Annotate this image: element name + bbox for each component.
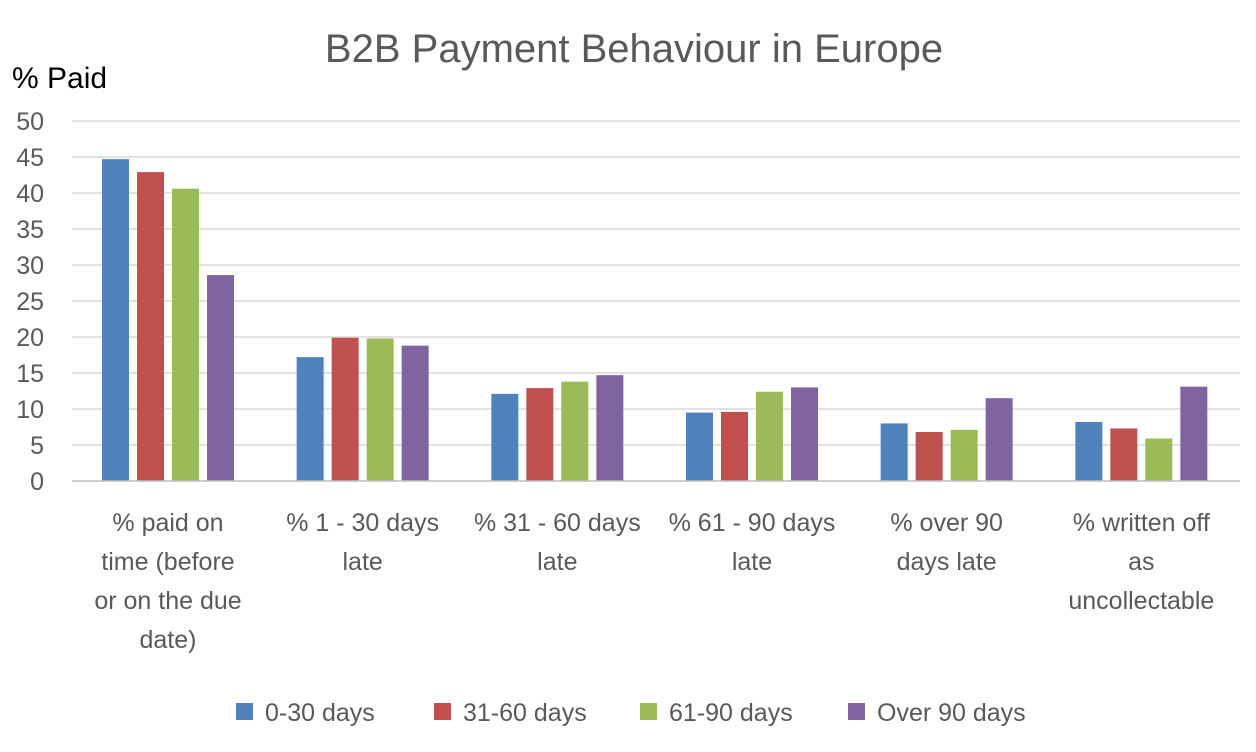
bar-6-0-30-days bbox=[1075, 421, 1103, 481]
bar-3-61-90-days bbox=[561, 381, 589, 481]
bar-6-61-90-days bbox=[1145, 438, 1173, 481]
y-tick-label-45: 45 bbox=[16, 144, 44, 172]
y-tick-label-35: 35 bbox=[16, 216, 44, 244]
bar-4-31-60-days bbox=[721, 411, 748, 481]
legend-swatch-1 bbox=[236, 703, 253, 720]
bar-5-over-90-days bbox=[985, 398, 1013, 481]
bar-3-over-90-days bbox=[596, 375, 624, 481]
bar-2-61-90-days bbox=[366, 338, 394, 481]
y-tick-label-20: 20 bbox=[16, 324, 44, 352]
legend-swatch-4 bbox=[848, 703, 865, 720]
bar-1-over-90-days bbox=[207, 275, 234, 481]
bar-2-0-30-days bbox=[296, 357, 324, 481]
y-tick-labels: 0 5 10 15 20 25 30 35 40 45 50 bbox=[16, 108, 44, 496]
y-tick-label-5: 5 bbox=[30, 432, 44, 460]
bar-4-over-90-days bbox=[791, 387, 818, 481]
category-label-1: % paid on time (before or on the due date) bbox=[94, 509, 241, 654]
legend-label-2: 31-60 days bbox=[463, 699, 587, 727]
category-label-2: % 1 - 30 days late bbox=[286, 509, 439, 576]
bar-5-31-60-days bbox=[915, 432, 943, 481]
legend-swatch-3 bbox=[640, 703, 657, 720]
bar-5-0-30-days bbox=[880, 423, 908, 481]
gridlines bbox=[72, 120, 1240, 446]
legend: 0-30 days 31-60 days 61-90 days Over 90 day… bbox=[236, 699, 1026, 727]
legend-label-1: 0-30 days bbox=[265, 699, 375, 727]
category-label-3: % 31 - 60 days late bbox=[474, 509, 641, 576]
bar-2-over-90-days bbox=[401, 345, 429, 481]
y-tick-label-15: 15 bbox=[16, 360, 44, 388]
bar-2-31-60-days bbox=[331, 337, 359, 481]
bars bbox=[102, 159, 1208, 481]
bar-3-31-60-days bbox=[526, 388, 554, 481]
category-labels: % paid on time (before or on the due date)%… bbox=[94, 509, 1214, 654]
category-label-5: % over 90 days late bbox=[890, 509, 1003, 576]
bar-1-61-90-days bbox=[172, 188, 199, 481]
y-tick-label-50: 50 bbox=[16, 108, 44, 136]
legend-label-3: 61-90 days bbox=[669, 699, 793, 727]
chart-title: B2B Payment Behaviour in Europe bbox=[325, 27, 943, 71]
legend-swatch-2 bbox=[434, 703, 451, 720]
y-tick-label-0: 0 bbox=[30, 468, 44, 496]
y-axis-label: % Paid bbox=[12, 62, 107, 95]
y-tick-label-25: 25 bbox=[16, 288, 44, 316]
bar-3-0-30-days bbox=[491, 393, 519, 481]
y-tick-label-30: 30 bbox=[16, 252, 44, 280]
bar-6-31-60-days bbox=[1110, 428, 1138, 481]
bar-5-61-90-days bbox=[950, 429, 978, 481]
bar-1-0-30-days bbox=[102, 159, 129, 481]
category-label-4: % 61 - 90 days late bbox=[669, 509, 836, 576]
bar-6-over-90-days bbox=[1180, 386, 1208, 481]
bar-1-31-60-days bbox=[137, 172, 164, 481]
bar-4-0-30-days bbox=[686, 412, 713, 481]
legend-label-4: Over 90 days bbox=[877, 699, 1026, 727]
category-label-6: % written off as uncollectable bbox=[1068, 509, 1214, 615]
y-tick-label-40: 40 bbox=[16, 180, 44, 208]
y-tick-label-10: 10 bbox=[16, 396, 44, 424]
bar-4-61-90-days bbox=[756, 391, 783, 481]
